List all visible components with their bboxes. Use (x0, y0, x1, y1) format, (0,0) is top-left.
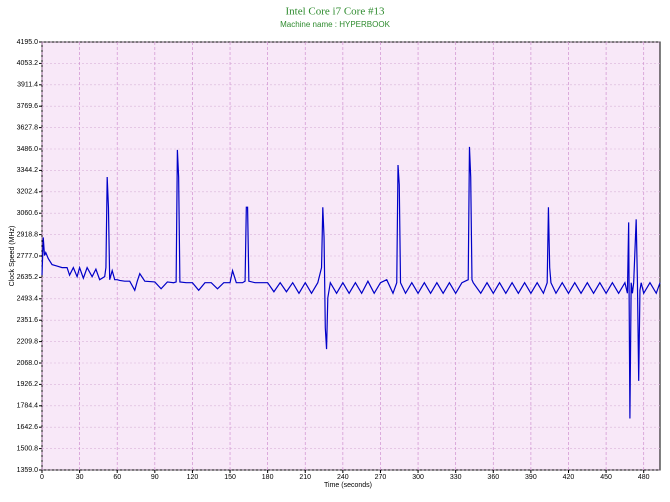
chart-subtitle: Machine name : HYPERBOOK (280, 20, 390, 29)
x-tick-label: 60 (113, 474, 121, 481)
x-tick-label: 330 (450, 474, 462, 481)
y-tick-label: 3486.0 (17, 146, 39, 153)
y-tick-label: 3769.6 (17, 103, 39, 110)
y-tick-label: 2918.8 (17, 231, 39, 238)
x-tick-label: 480 (638, 474, 650, 481)
y-tick-label: 4053.2 (17, 60, 39, 67)
y-tick-label: 1784.4 (17, 403, 39, 410)
y-tick-label: 3202.4 (17, 189, 39, 196)
x-tick-label: 360 (487, 474, 499, 481)
y-tick-label: 3627.8 (17, 124, 39, 131)
y-tick-label: 3911.4 (17, 82, 38, 89)
x-tick-label: 120 (187, 474, 199, 481)
y-tick-label: 1500.8 (17, 445, 39, 452)
x-tick-label: 30 (76, 474, 84, 481)
y-tick-label: 2209.8 (17, 338, 39, 345)
x-tick-label: 450 (600, 474, 612, 481)
y-tick-label: 1642.6 (17, 424, 39, 431)
x-tick-label: 0 (40, 474, 44, 481)
y-tick-label: 2635.2 (17, 274, 39, 281)
y-tick-label: 2493.4 (17, 296, 39, 303)
x-tick-label: 390 (525, 474, 537, 481)
x-tick-label: 240 (337, 474, 349, 481)
x-tick-label: 180 (262, 474, 274, 481)
y-tick-label: 1359.0 (17, 467, 39, 474)
x-tick-label: 150 (224, 474, 236, 481)
y-axis-label: Clock Speed (MHz) (9, 226, 16, 287)
y-tick-label: 3060.6 (17, 210, 39, 217)
y-tick-label: 2777.0 (17, 253, 39, 260)
x-tick-label: 420 (563, 474, 575, 481)
x-axis-label: Time (seconds) (324, 482, 372, 489)
x-tick-label: 300 (412, 474, 424, 481)
y-tick-label: 2068.0 (17, 360, 39, 367)
y-tick-label: 4195.0 (17, 39, 39, 46)
y-tick-label: 3344.2 (17, 167, 39, 174)
y-tick-label: 1926.2 (17, 381, 39, 388)
data-line (41, 146, 661, 419)
x-tick-label: 90 (151, 474, 159, 481)
x-tick-label: 270 (375, 474, 387, 481)
y-tick-label: 2351.6 (17, 317, 39, 324)
chart-title: Intel Core i7 Core #13 (286, 6, 385, 18)
x-tick-label: 210 (299, 474, 311, 481)
